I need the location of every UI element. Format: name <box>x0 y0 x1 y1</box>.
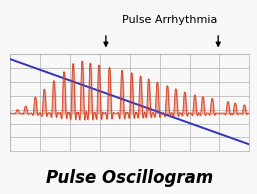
Text: Pulse Arrhythmia: Pulse Arrhythmia <box>122 15 217 25</box>
Text: Pulse Oscillogram: Pulse Oscillogram <box>46 169 213 187</box>
